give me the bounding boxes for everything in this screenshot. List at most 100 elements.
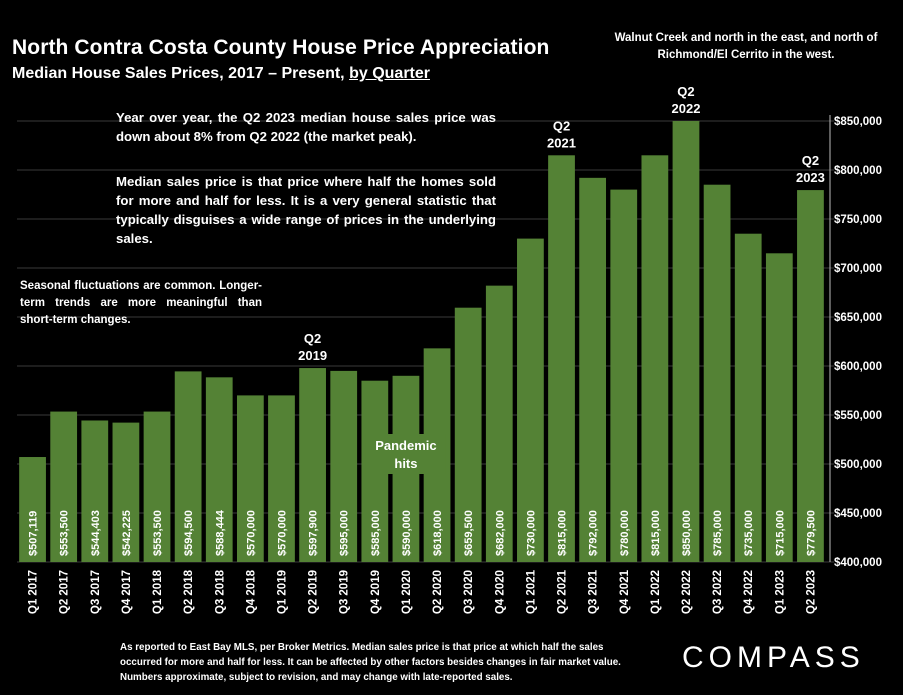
value-label: $544,403 [90, 510, 102, 556]
seasonal-note: Seasonal fluctuations are common. Longer… [20, 280, 262, 326]
bar [797, 190, 824, 562]
annotation-line2: 2022 [672, 101, 701, 116]
x-tick-label: Q3 2017 [90, 570, 102, 614]
subtitle-text: Median House Sales Prices, 2017 – Presen… [12, 65, 345, 82]
x-tick-label: Q2 2021 [557, 569, 569, 614]
bar [548, 155, 575, 563]
x-tick-label: Q2 2017 [59, 570, 71, 614]
pandemic-line2: hits [394, 456, 417, 471]
bars [19, 121, 824, 563]
chart-subtitle: Median House Sales Prices, 2017 – Presen… [12, 65, 430, 83]
annotation-line2: 2019 [298, 348, 327, 363]
annotation-line1: Q2 [677, 84, 694, 99]
value-label: $553,500 [152, 510, 164, 556]
x-tick-label: Q1 2021 [525, 569, 537, 614]
x-tick-label: Q4 2017 [121, 570, 133, 614]
y-tick-label: $600,000 [834, 361, 882, 373]
bar [19, 457, 46, 562]
compass-logo: COMPASS [682, 641, 865, 674]
value-label: $585,000 [370, 510, 382, 556]
subtitle-link: by Quarter [349, 65, 430, 82]
value-label: $780,000 [619, 510, 631, 556]
annotation-line2: 2021 [547, 135, 576, 150]
value-label: $507,119 [28, 511, 40, 556]
value-label: $682,000 [494, 510, 506, 556]
x-tick-label: Q1 2017 [28, 570, 40, 614]
y-tick-label: $550,000 [834, 410, 882, 422]
pandemic-box [365, 434, 446, 474]
bar [236, 395, 264, 562]
value-label: $570,000 [245, 510, 257, 556]
x-tick-labels: Q1 2017 Q2 2017 Q3 2017 Q4 2017 Q1 2018 Q2 20… [28, 569, 818, 614]
bar [765, 253, 793, 563]
value-label: $597,900 [308, 510, 320, 556]
value-label: $850,000 [681, 510, 693, 556]
bar [174, 371, 202, 562]
y-tick-label: $750,000 [834, 214, 882, 226]
y-tick-label: $450,000 [834, 508, 882, 520]
footer-note: As reported to East Bay MLS, per Broker … [120, 642, 621, 683]
value-labels: $507,119 $553,500 $544,403 $542,225 $553,500… [28, 509, 818, 556]
y-tick-label: $800,000 [834, 165, 882, 177]
bar [517, 238, 544, 562]
x-tick-label: Q1 2022 [650, 570, 662, 614]
y-tick-label: $500,000 [834, 459, 882, 471]
bar [205, 377, 233, 562]
value-label: $570,000 [276, 510, 288, 556]
value-label: $542,225 [121, 510, 133, 556]
value-label: $779,500 [805, 510, 817, 556]
value-label: $588,444 [214, 509, 226, 556]
region-note: Walnut Creek and north in the east, and … [614, 32, 878, 61]
value-label: $618,000 [432, 510, 444, 556]
x-tick-label: Q1 2020 [401, 570, 413, 614]
y-tick-label: $700,000 [834, 263, 882, 275]
bar [703, 184, 731, 562]
x-tick-label: Q4 2022 [743, 570, 755, 614]
bar [330, 370, 358, 562]
value-label: $735,000 [743, 510, 755, 556]
value-label: $815,000 [557, 510, 569, 556]
x-tick-label: Q2 2020 [432, 570, 444, 614]
x-tick-label: Q2 2023 [805, 570, 817, 614]
bar [50, 411, 78, 562]
annotation-line1: Q2 [802, 153, 819, 168]
bar [454, 307, 482, 562]
x-tick-label: Q4 2021 [619, 569, 631, 614]
x-tick-label: Q4 2019 [370, 570, 382, 614]
value-label: $595,000 [339, 510, 351, 556]
bar [268, 395, 295, 562]
chart-title: North Contra Costa County House Price Ap… [12, 36, 550, 59]
x-tick-label: Q4 2018 [245, 569, 257, 614]
value-label: $815,000 [650, 510, 662, 556]
value-label: $785,000 [712, 510, 724, 556]
y-tick-label: $400,000 [834, 557, 882, 569]
value-label: $715,000 [774, 510, 786, 556]
value-label: $659,500 [463, 510, 475, 556]
y-tick-labels: $400,000 $450,000 $500,000 $550,000 $600,000… [834, 116, 882, 569]
x-tick-label: Q1 2018 [152, 569, 164, 614]
x-tick-label: Q3 2018 [214, 569, 226, 614]
x-tick-label: Q2 2022 [681, 570, 693, 614]
value-label: $553,500 [59, 510, 71, 556]
bar [734, 233, 762, 562]
value-label: $792,000 [588, 510, 600, 556]
median-note: Median sales price is that price where h… [116, 174, 496, 246]
bar [672, 121, 700, 562]
x-tick-label: Q4 2020 [494, 570, 506, 614]
x-tick-label: Q3 2021 [588, 569, 600, 614]
x-tick-label: Q3 2020 [463, 570, 475, 614]
x-tick-label: Q1 2023 [774, 570, 786, 614]
annotation-line1: Q2 [553, 118, 570, 133]
annotations: Q2 2019 Q2 2021 Q2 2022 Q2 2023 Pandemic hits [298, 84, 825, 474]
value-label: $590,000 [401, 510, 413, 556]
value-label: $594,500 [183, 510, 195, 556]
x-tick-label: Q3 2022 [712, 570, 724, 614]
bar [143, 411, 171, 562]
x-tick-label: Q1 2019 [276, 570, 288, 614]
y-tick-label: $850,000 [834, 116, 882, 128]
bar [81, 420, 109, 562]
yoy-note: Year over year, the Q2 2023 median house… [116, 110, 496, 144]
x-tick-label: Q2 2019 [308, 570, 320, 614]
x-tick-label: Q2 2018 [183, 569, 195, 614]
